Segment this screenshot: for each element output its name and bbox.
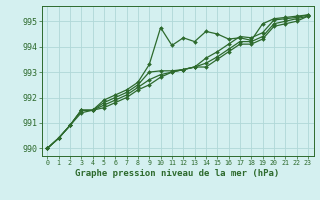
X-axis label: Graphe pression niveau de la mer (hPa): Graphe pression niveau de la mer (hPa) <box>76 169 280 178</box>
